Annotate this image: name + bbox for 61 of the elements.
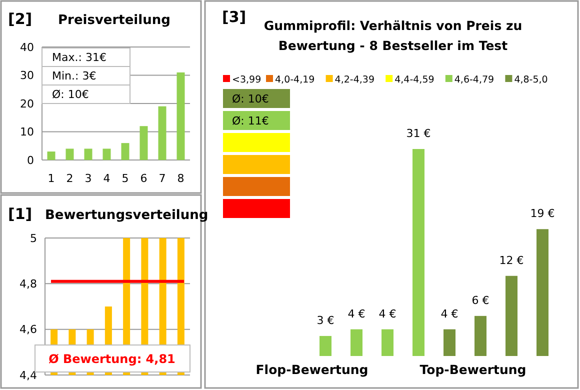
annotation: Max.: 31€	[52, 50, 106, 64]
y-tick-label: 5	[30, 232, 37, 245]
data-label: 12 €	[499, 254, 524, 267]
data-label: 4 €	[440, 307, 458, 320]
text: Ø: 11€	[232, 114, 269, 128]
x-tick-label: 6	[140, 172, 148, 185]
category-label: <3,99	[232, 74, 262, 86]
category-label: 4,2-4,39	[334, 74, 375, 86]
bar	[412, 149, 424, 356]
y-tick-label: 20	[20, 97, 34, 110]
category-label: 4,8-5,0	[514, 74, 548, 86]
bar	[84, 148, 92, 160]
y-tick-label: 0	[27, 154, 34, 167]
bar	[140, 126, 148, 160]
x-tick-label: 7	[158, 172, 166, 185]
bar	[176, 72, 185, 160]
bar	[350, 329, 362, 356]
annotation: Min.: 3€	[52, 69, 96, 82]
y-tick-label: 4,6	[20, 323, 37, 336]
y-tick-label: 4,8	[20, 278, 37, 291]
data-label: 31 €	[406, 127, 431, 140]
y-tick-label: 4,4	[20, 368, 37, 382]
data-label: 4 €	[348, 307, 366, 320]
chart-title: Bewertungsverteilung	[45, 208, 208, 223]
chart-title: Gummiprofil: Verhältnis von Preis zu Bewertung - 8 Bestseller im Test	[264, 18, 522, 53]
text: Ø: 10€	[232, 92, 269, 106]
bar	[474, 316, 486, 356]
x-tick-label: 3	[84, 172, 92, 185]
bar	[158, 106, 166, 160]
bar	[47, 152, 56, 160]
x-tick-label: 8	[177, 172, 184, 185]
x-tick-label: 5	[122, 172, 129, 185]
ref-line-label: Ø Bewertung: 4,81	[48, 352, 176, 366]
data-label: 4 €	[378, 307, 396, 320]
bar	[102, 148, 111, 160]
y-tick-label: 30	[20, 69, 34, 82]
text: [1]	[8, 205, 32, 223]
y-tick-label: 10	[20, 126, 34, 139]
data-label: 6 €	[472, 294, 490, 307]
bar	[382, 329, 394, 356]
text: [2]	[8, 10, 32, 28]
bar	[66, 148, 74, 160]
text: Top-Bewertung	[420, 362, 526, 377]
x-tick-label: 1	[48, 172, 55, 185]
bar	[536, 229, 548, 356]
data-label: 19 €	[530, 207, 555, 220]
x-tick-label: 4	[103, 172, 110, 185]
text: [3]	[222, 8, 246, 26]
category-label: 4,4-4,59	[394, 74, 434, 86]
bar	[121, 143, 130, 160]
bar	[444, 329, 456, 356]
bar	[506, 276, 518, 356]
bar	[320, 336, 332, 356]
text: Flop-Bewertung	[256, 362, 368, 377]
chart-title: Preisverteilung	[58, 13, 170, 28]
annotation: Ø: 10€	[52, 88, 89, 101]
x-tick-label: 2	[66, 172, 74, 185]
y-tick-label: 40	[20, 40, 34, 54]
data-label: 3 €	[316, 314, 334, 327]
category-label: 4,6-4,79	[454, 74, 494, 86]
category-label: 4,0-4,19	[275, 74, 315, 86]
